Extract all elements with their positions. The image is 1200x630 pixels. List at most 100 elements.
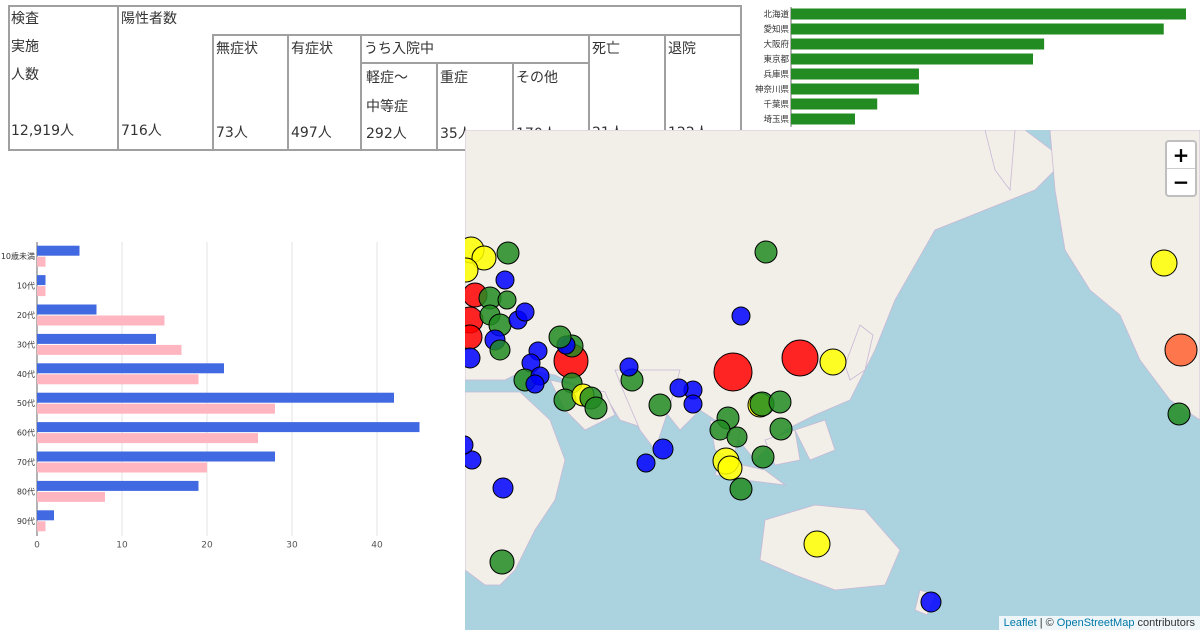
header: 死亡 — [592, 41, 620, 57]
age-chart: 0 10 20 30 40 10歳未満 10代 20代 30代 40代 50代 60代 70代 80代 90… — [1, 242, 420, 551]
table-border — [287, 34, 289, 151]
y-tick-label: 50代 — [17, 398, 35, 408]
map-marker[interactable] — [465, 450, 482, 470]
map-marker[interactable] — [548, 325, 572, 349]
markers — [465, 236, 1198, 613]
zoom-out[interactable]: − — [1172, 170, 1190, 194]
cell-value: 35人 — [440, 126, 472, 142]
bar — [37, 422, 420, 433]
map-marker[interactable] — [489, 549, 515, 575]
map-marker[interactable] — [465, 435, 474, 455]
map-marker[interactable] — [465, 347, 481, 369]
map-marker[interactable] — [465, 257, 479, 283]
y-tick-label: 東京都 — [763, 54, 789, 65]
map-marker[interactable] — [754, 240, 778, 264]
bar — [37, 344, 182, 355]
map-marker[interactable] — [525, 374, 545, 394]
table-border — [213, 34, 742, 36]
contributors: contributors — [1137, 617, 1195, 629]
map-marker[interactable] — [515, 302, 535, 322]
y-tick-label: 10代 — [17, 281, 35, 291]
map-marker[interactable] — [731, 306, 751, 326]
map-marker[interactable] — [648, 393, 672, 417]
map-marker[interactable] — [619, 357, 639, 377]
map-marker[interactable] — [1164, 333, 1198, 367]
bar — [791, 68, 919, 80]
table-border — [361, 62, 589, 64]
bar — [37, 521, 46, 532]
y-tick-label: 30代 — [17, 339, 35, 349]
map-marker[interactable] — [713, 352, 753, 392]
leaflet-link[interactable]: Leaflet — [1003, 617, 1037, 629]
map-marker[interactable] — [1150, 249, 1178, 277]
header: 有症状 — [291, 41, 333, 57]
bar — [37, 245, 80, 256]
copyright: © — [1045, 617, 1054, 629]
header: 無症状 — [216, 41, 258, 57]
summary-table: 検査 実施 人数 12,919人 陽性者数 716人 無症状 73人 有症状 4… — [0, 0, 755, 160]
bar — [37, 491, 105, 502]
bar — [37, 315, 165, 326]
table-border — [8, 5, 742, 7]
bar — [37, 392, 394, 403]
y-tick-label: 埼玉県 — [763, 114, 789, 125]
bar — [37, 403, 275, 414]
map-marker[interactable] — [920, 591, 942, 613]
bar — [791, 53, 1034, 65]
x-tick-label: 40 — [371, 541, 383, 551]
map-marker[interactable] — [726, 426, 748, 448]
map-marker[interactable] — [717, 455, 743, 481]
table-border — [212, 34, 214, 151]
table-border — [664, 34, 666, 151]
header: 陽性者数 — [121, 11, 177, 27]
table-border — [8, 5, 10, 151]
bar — [37, 433, 258, 444]
y-tick-label: 大阪府 — [763, 39, 789, 50]
map-marker[interactable] — [1167, 402, 1191, 426]
map-marker[interactable] — [471, 245, 497, 271]
map-marker[interactable] — [768, 390, 792, 414]
map-marker[interactable] — [669, 378, 689, 398]
table-border — [8, 149, 742, 151]
map-marker[interactable] — [803, 530, 831, 558]
cell-value: 497人 — [291, 125, 332, 141]
x-tick-label: 10 — [116, 541, 128, 551]
bar — [37, 256, 46, 267]
header: 軽症～ — [366, 70, 408, 86]
map-marker[interactable] — [769, 417, 793, 441]
osm-link[interactable]: OpenStreetMap — [1056, 617, 1135, 629]
cell-value: 12,919人 — [11, 123, 74, 139]
map-marker[interactable] — [584, 396, 608, 420]
map-marker[interactable] — [492, 477, 514, 499]
bar — [37, 333, 156, 344]
bar — [791, 23, 1164, 35]
header: うち入院中 — [364, 41, 434, 57]
x-tick-label: 0 — [34, 541, 40, 551]
map-marker[interactable] — [497, 290, 517, 310]
header: 実施 — [11, 39, 39, 55]
bar — [37, 462, 207, 473]
bar — [37, 275, 46, 286]
map-marker[interactable] — [819, 348, 847, 376]
map-marker[interactable] — [683, 394, 703, 414]
map-marker[interactable] — [652, 438, 674, 460]
map-marker[interactable] — [781, 339, 819, 377]
map-marker[interactable] — [751, 445, 775, 469]
attribution: Leaflet | © OpenStreetMap contributors — [998, 616, 1200, 630]
y-tick-label: 10歳未満 — [1, 251, 35, 261]
header: 退院 — [668, 41, 696, 57]
map-marker[interactable] — [489, 339, 511, 361]
y-tick-label: 90代 — [17, 516, 35, 526]
bar — [791, 98, 878, 110]
y-tick-label: 北海道 — [763, 9, 789, 20]
header: 人数 — [11, 67, 39, 83]
map-marker[interactable] — [496, 241, 520, 265]
zoom-in[interactable]: + — [1167, 142, 1195, 169]
map[interactable] — [465, 130, 1200, 630]
map-marker[interactable] — [495, 270, 515, 290]
x-tick-label: 20 — [201, 541, 213, 551]
map-marker[interactable] — [729, 477, 753, 501]
map-marker[interactable] — [636, 453, 656, 473]
